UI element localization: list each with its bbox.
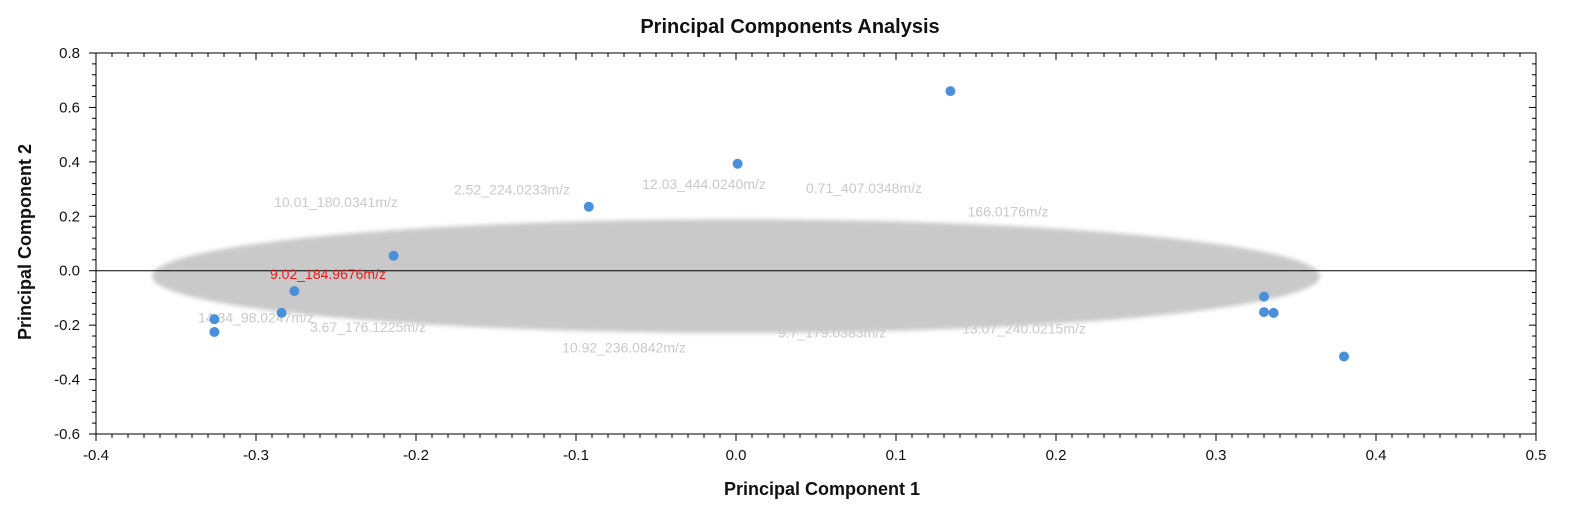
cloud-data-label: 3.67_176.1225m/z <box>310 319 426 335</box>
data-point <box>276 307 287 318</box>
cloud-data-label: 10.01_180.0341m/z <box>274 194 398 210</box>
y-tick-label: 0.2 <box>59 208 80 225</box>
cloud-data-label: 10.92_236.0842m/z <box>562 339 686 355</box>
data-point <box>209 326 220 337</box>
x-tick-label: 0.4 <box>1366 447 1387 464</box>
data-point <box>388 250 399 261</box>
data-point <box>732 158 743 169</box>
x-tick-label: 0.0 <box>726 447 747 464</box>
label-cloud-core <box>175 228 1297 324</box>
x-tick-label: -0.3 <box>243 447 269 464</box>
data-point <box>1259 291 1269 302</box>
data-point <box>289 286 300 297</box>
y-tick-label: -0.2 <box>54 317 80 334</box>
cloud-data-label: 12.03_444.0240m/z <box>642 176 766 192</box>
data-point <box>583 201 594 212</box>
x-tick-label: 0.1 <box>886 447 907 464</box>
x-tick-label: -0.2 <box>403 447 429 464</box>
y-tick-label: -0.6 <box>54 426 80 443</box>
x-tick-label: 0.2 <box>1046 447 1067 464</box>
highlight-label: 9.02_184.9676m/z <box>270 266 386 282</box>
plot-area: 10.92_236.0842m/z 13.07_240.0215m/z 9.7_17… <box>54 45 1546 464</box>
y-tick-label: 0.0 <box>59 263 80 280</box>
chart-title: Principal Components Analysis <box>640 16 939 38</box>
x-tick-label: 0.5 <box>1526 447 1547 464</box>
x-axis-label: Principal Component 1 <box>724 479 920 499</box>
data-point <box>1268 307 1279 318</box>
data-point <box>945 86 956 97</box>
cloud-data-label: 9.7_179.0383m/z <box>778 324 886 340</box>
data-point <box>1259 307 1269 318</box>
y-tick-label: 0.4 <box>59 154 80 171</box>
x-tick-label: 0.3 <box>1206 447 1227 464</box>
cloud-data-label: 166.0176m/z <box>968 203 1049 219</box>
y-tick-label: 0.8 <box>59 45 80 62</box>
y-tick-label: -0.4 <box>54 372 80 389</box>
cloud-data-label: 13.07_240.0215m/z <box>962 320 1086 336</box>
y-axis-label: Principal Component 2 <box>15 144 35 340</box>
x-tick-label: -0.1 <box>563 447 589 464</box>
data-point <box>1339 351 1349 362</box>
cloud-data-label: 2.52_224.0233m/z <box>454 182 570 198</box>
data-point <box>209 314 220 325</box>
y-tick-label: 0.6 <box>59 99 80 116</box>
cloud-data-label: 0.71_407.0348m/z <box>806 180 922 196</box>
x-tick-label: -0.4 <box>83 447 109 464</box>
